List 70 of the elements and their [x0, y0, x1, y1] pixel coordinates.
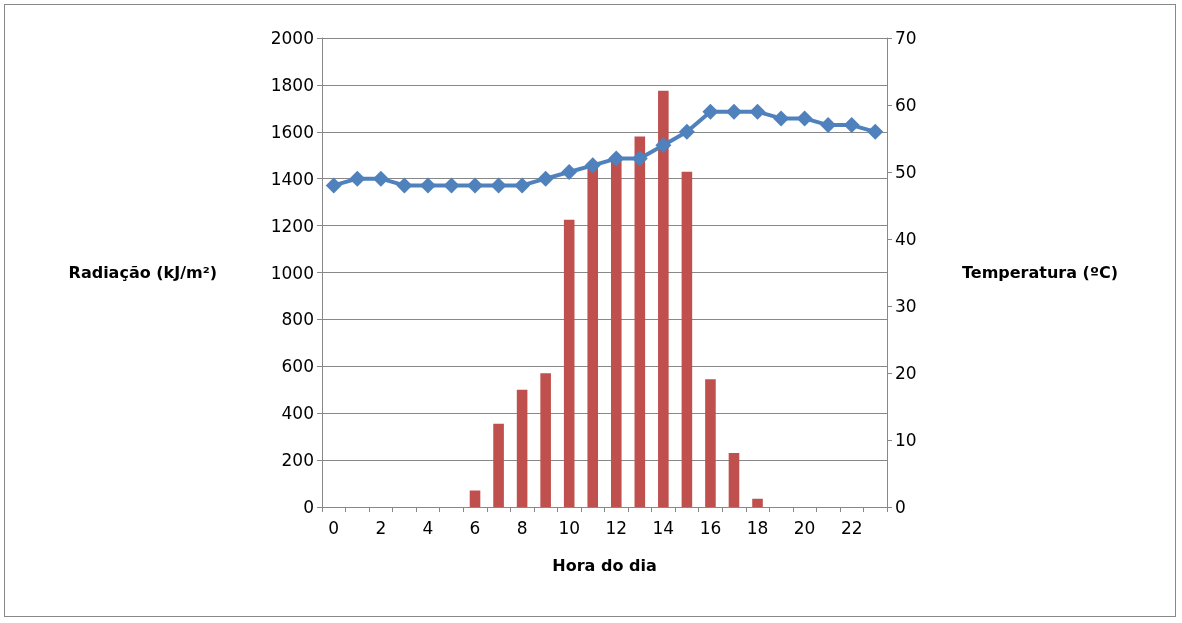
bar: [563, 219, 575, 507]
y2-tick-label: 60: [895, 95, 917, 115]
y2-tick-label: 50: [895, 162, 917, 182]
point: [867, 123, 884, 140]
point: [655, 137, 672, 154]
point: [419, 177, 436, 194]
y2-tick-label: 10: [895, 430, 917, 450]
y-tick-label: 1200: [270, 215, 314, 236]
point: [773, 110, 790, 127]
y-tick-label: 2000: [270, 28, 314, 48]
bar: [469, 490, 481, 507]
y-tick-label: 1000: [270, 262, 314, 283]
bar: [610, 159, 622, 507]
x-tick-label: 8: [516, 517, 528, 538]
point: [584, 157, 601, 174]
point: [561, 164, 578, 180]
x-tick-label: 16: [699, 517, 722, 538]
bar: [493, 423, 504, 507]
y-tick-label: 800: [281, 309, 314, 330]
y-tick-label: 600: [281, 356, 314, 377]
y2-tick-label: 70: [895, 28, 917, 48]
y2-tick-label: 40: [895, 229, 917, 249]
x-tick-label: 0: [328, 517, 340, 538]
bar: [681, 171, 693, 507]
x-tick-label: 22: [840, 517, 863, 538]
y-tick-label: 200: [281, 450, 314, 471]
bar: [634, 136, 646, 507]
y-tick-label: 1600: [270, 121, 314, 142]
point: [608, 150, 625, 167]
y-tick-label: 0: [303, 497, 314, 517]
point: [349, 170, 366, 187]
x-tick-label: 14: [652, 517, 675, 538]
bar: [658, 90, 669, 507]
point: [514, 177, 531, 194]
point: [490, 177, 507, 194]
x-tick-label: 6: [469, 517, 481, 538]
point: [678, 123, 695, 140]
y2-tick-label: 20: [895, 363, 917, 383]
x-tick-label: 18: [746, 517, 769, 538]
point: [631, 150, 648, 167]
x-tick-label: 10: [558, 517, 581, 538]
y-tick-label: 1800: [270, 74, 314, 95]
y2-axis-title: Temperatura (ºC): [962, 263, 1118, 282]
point: [796, 110, 813, 127]
bar: [540, 373, 551, 507]
point: [843, 117, 860, 134]
point: [325, 177, 342, 194]
point: [467, 177, 484, 194]
y2-tick-label: 30: [895, 296, 917, 316]
bar: [728, 453, 740, 507]
x-tick-label: 4: [422, 517, 434, 538]
point: [396, 177, 413, 194]
x-tick-label: 12: [605, 517, 628, 538]
point: [443, 177, 460, 194]
point: [725, 103, 742, 120]
point: [537, 170, 554, 187]
point: [702, 103, 719, 120]
point: [372, 170, 389, 187]
y-tick-label: 400: [281, 403, 314, 424]
point: [749, 103, 766, 120]
bar: [516, 389, 528, 507]
y-axis-title: Radiação (kJ/m²): [68, 263, 217, 282]
x-axis-title: Hora do dia: [552, 555, 657, 575]
x-tick-label: 20: [793, 517, 816, 538]
y2-tick-label: 0: [895, 497, 906, 517]
bar: [752, 498, 763, 507]
y-tick-label: 1400: [270, 168, 314, 189]
bar: [705, 379, 716, 507]
bar: [587, 166, 599, 507]
x-tick-label: 2: [375, 517, 387, 538]
